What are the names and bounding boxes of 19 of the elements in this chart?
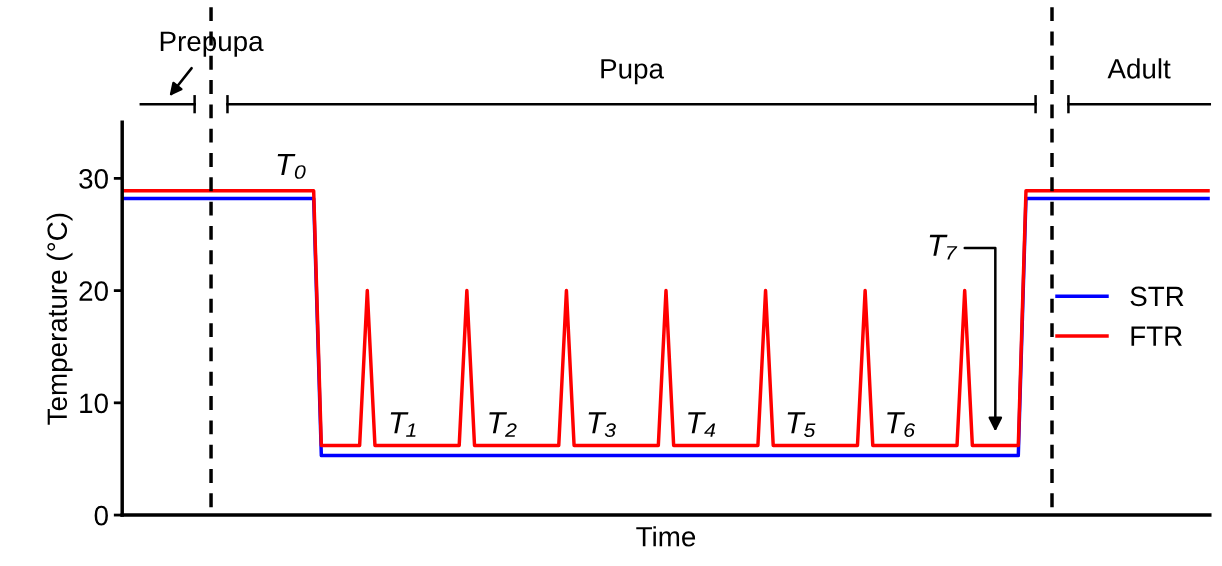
- annotation: T₆: [887, 412, 916, 437]
- legend-label: STR: [1130, 286, 1184, 307]
- annotation: T₁: [390, 412, 416, 437]
- y-tick-label: 10: [80, 393, 108, 414]
- annotation: T₀: [277, 154, 306, 179]
- y-tick-label: 30: [79, 169, 108, 189]
- y-tick-label: 20: [79, 281, 108, 301]
- annotation: T₃: [588, 412, 616, 437]
- text: Pupa: [601, 59, 664, 85]
- legend-label: FTR: [1131, 326, 1182, 346]
- annotation: T₇: [929, 234, 958, 260]
- annotation: T₄: [688, 412, 716, 437]
- y-axis-title: Temperature (°C): [46, 213, 73, 425]
- annotation: T₂: [489, 412, 517, 437]
- x-axis-title: Time: [636, 526, 696, 547]
- text: Adult: [1107, 58, 1171, 79]
- text: Prepupa: [160, 31, 264, 57]
- y-tick-label: 0: [94, 505, 108, 526]
- annotation: T₅: [787, 412, 816, 437]
